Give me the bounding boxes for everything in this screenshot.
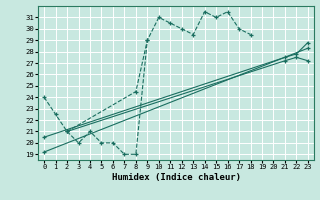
X-axis label: Humidex (Indice chaleur): Humidex (Indice chaleur): [111, 173, 241, 182]
